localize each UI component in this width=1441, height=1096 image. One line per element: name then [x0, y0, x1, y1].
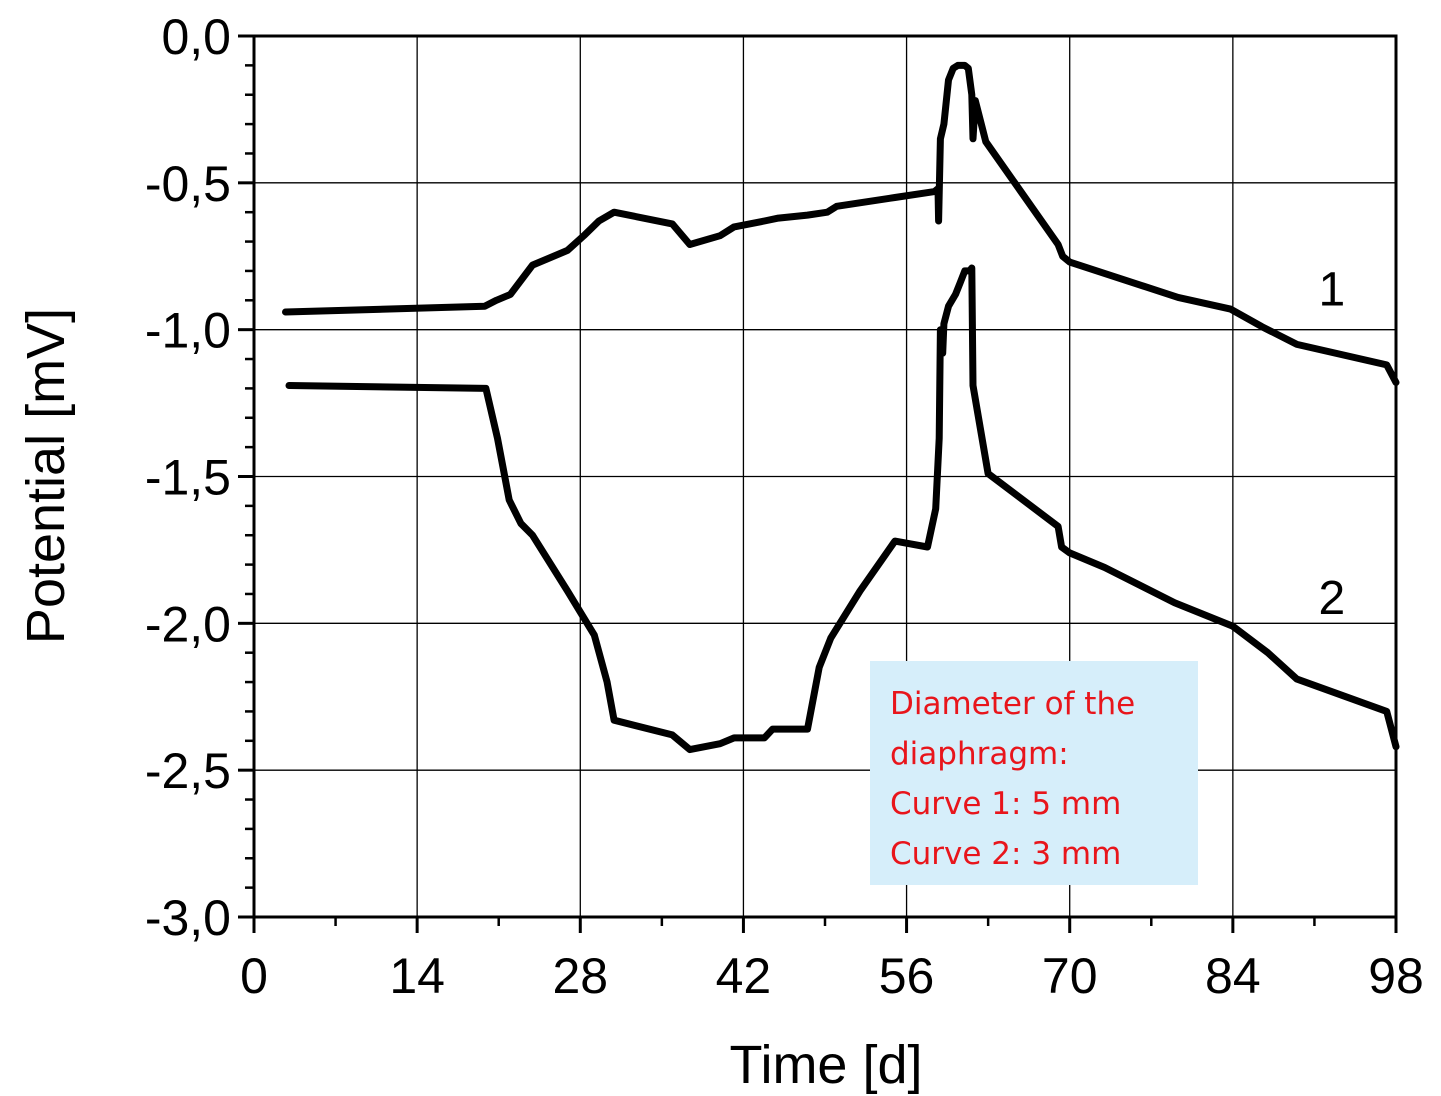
x-tick-label: 98 [1368, 948, 1424, 1004]
x-tick-label: 84 [1205, 948, 1261, 1004]
grid-lines [254, 36, 1396, 917]
y-tick-label: -1,5 [145, 450, 231, 506]
note-line-3: Curve 1: 5 mm [890, 786, 1122, 822]
y-tick-label: -2,0 [145, 596, 231, 652]
x-tick-label: 28 [552, 948, 608, 1004]
x-axis-title: Time [d] [729, 1035, 922, 1095]
y-tick-label: 0,0 [161, 9, 231, 65]
x-tick-label: 56 [879, 948, 935, 1004]
diaphragm-note-box: Diameter of the diaphragm: Curve 1: 5 mm… [870, 661, 1198, 885]
y-tick-label: -0,5 [145, 156, 231, 212]
curve-label-2: 2 [1319, 572, 1346, 625]
x-tick-label: 42 [716, 948, 772, 1004]
curve-labels: 12 [1319, 264, 1346, 625]
y-tick-label: -2,5 [145, 743, 231, 799]
y-axis-title: Potential [mV] [16, 308, 76, 644]
y-tick-label: -1,0 [145, 303, 231, 359]
note-line-1: Diameter of the [890, 686, 1136, 722]
series-line-2 [285, 264, 1400, 754]
curve-label-1: 1 [1319, 264, 1346, 317]
tick-labels: 0 14 28 42 56 70 84 98 0,0 -0,5 -1,0 -1,5 -2,0 -2,5 -3… [145, 9, 1424, 1004]
series-lines [282, 61, 1400, 754]
y-tick-label: -3,0 [145, 890, 231, 946]
x-tick-label: 70 [1042, 948, 1098, 1004]
x-tick-label: 0 [240, 948, 268, 1004]
note-line-4: Curve 2: 3 mm [890, 836, 1122, 872]
axis-ticks [238, 34, 1398, 933]
note-line-2: diaphragm: [890, 736, 1069, 772]
x-tick-label: 14 [389, 948, 445, 1004]
series-line-1 [282, 61, 1400, 386]
